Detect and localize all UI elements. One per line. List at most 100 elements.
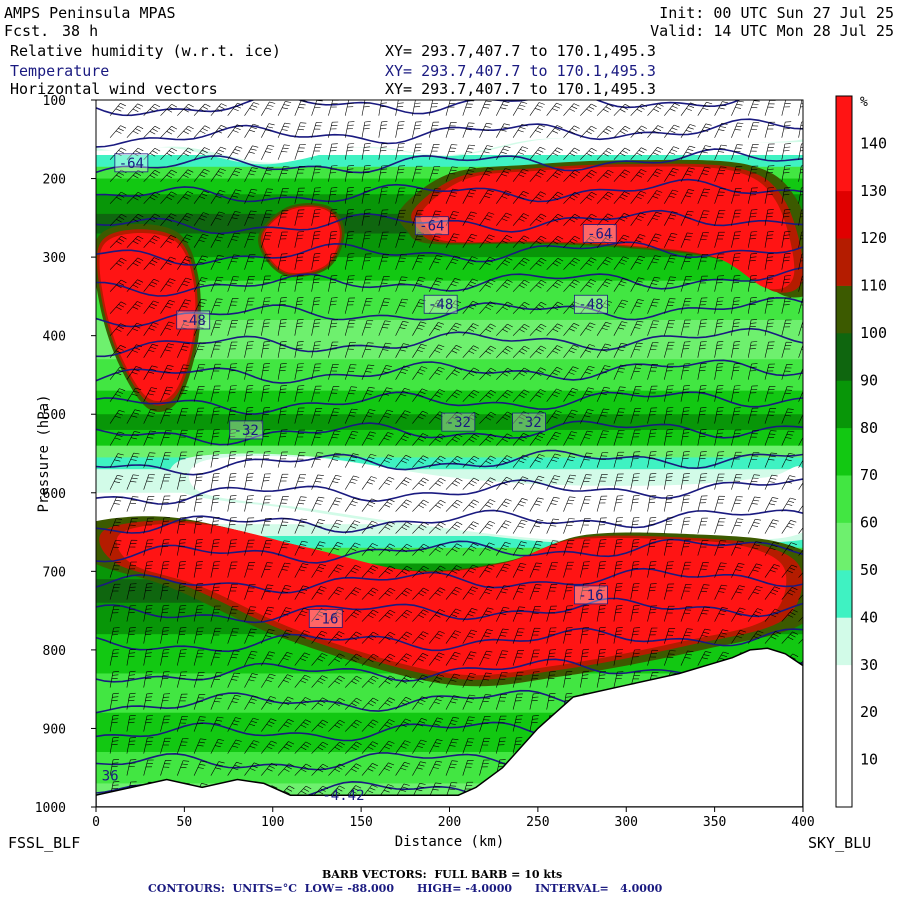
wind-barb-flag (351, 746, 357, 751)
wind-barb-flag (450, 169, 457, 171)
wind-barb (428, 587, 441, 600)
wind-barb-flag (402, 743, 409, 746)
wind-barb-flag (253, 102, 260, 105)
wind-barb-flag (403, 524, 410, 528)
wind-barb (664, 103, 675, 116)
wind-barb-flag (423, 499, 429, 504)
wind-barb-flag (116, 219, 122, 223)
wind-barb (563, 496, 570, 512)
wind-barb-flag (196, 542, 203, 544)
wind-barb-flag (216, 236, 223, 239)
wind-barb-flag (267, 606, 274, 609)
wind-barb (378, 697, 390, 710)
wind-barb-flag (437, 391, 443, 395)
wind-barb-flag (584, 393, 591, 396)
wind-barb-flag (384, 702, 391, 706)
wind-barb (294, 741, 306, 754)
wind-barb (126, 409, 136, 424)
wind-barb-flag (229, 479, 236, 482)
wind-barb-flag (634, 305, 641, 308)
wind-barb-flag (121, 257, 127, 262)
wind-barb-flag (649, 568, 656, 570)
wind-barb-flag (347, 190, 354, 192)
wind-barb-flag (588, 106, 595, 110)
wind-barb-flag (433, 261, 440, 264)
wind-barb (177, 627, 181, 644)
wind-barb-flag (555, 238, 561, 242)
wind-barb-flag (470, 523, 477, 528)
wind-barb-flag (214, 283, 221, 285)
wind-barb-flag (586, 368, 593, 372)
wind-barb (596, 583, 601, 600)
wind-barb (344, 741, 357, 754)
wind-barb-flag (137, 279, 144, 283)
wind-barb-flag (247, 635, 254, 637)
wind-barb (580, 540, 585, 556)
wind-barb-flag (637, 258, 644, 261)
wind-barb-flag (654, 193, 661, 196)
wind-barb (143, 605, 147, 622)
wind-barb-flag (280, 344, 287, 346)
wind-barb (613, 299, 623, 314)
wind-barb-flag (504, 123, 510, 126)
wind-barb-flag (615, 608, 623, 610)
wind-barb (479, 145, 488, 160)
wind-barb-flag (449, 766, 456, 769)
wind-barb-flag (522, 476, 529, 480)
wind-barb-flag (162, 542, 169, 544)
wind-barb-flag (605, 106, 612, 110)
wind-barb-flag (264, 591, 271, 593)
wind-barb (177, 321, 185, 336)
wind-barb-flag (605, 321, 612, 325)
wind-barb (479, 542, 490, 556)
wind-barb-flag (422, 674, 428, 678)
wind-barb-flag (503, 501, 510, 505)
wind-barb-flag (120, 345, 126, 348)
wind-barb (428, 166, 435, 182)
wind-barb (277, 297, 282, 314)
wind-barb (395, 762, 405, 776)
wind-barb-flag (350, 592, 357, 596)
wind-barb-flag (635, 261, 642, 264)
wind-barb-flag (148, 455, 155, 457)
wind-barb-flag (303, 630, 310, 633)
wind-barb-flag (231, 195, 238, 198)
wind-barb-flag (487, 348, 494, 352)
wind-barb-flag (350, 503, 356, 507)
wind-barb-flag (179, 542, 186, 544)
wind-barb-flag (435, 210, 442, 212)
wind-barb-flag (297, 256, 304, 258)
wind-barb-flag (112, 671, 120, 673)
isotherm-line (96, 178, 803, 203)
wind-barb-flag (212, 501, 219, 504)
wind-barb-flag (471, 233, 478, 237)
wind-barb-flag (603, 324, 610, 328)
wind-barb (378, 387, 387, 402)
wind-barb-flag (554, 105, 561, 109)
wind-barb-flag (287, 696, 294, 700)
wind-barb-flag (248, 235, 255, 237)
wind-barb-flag (456, 455, 463, 460)
wind-barb-flag (616, 520, 623, 522)
wind-barb-flag (451, 328, 458, 332)
wind-barb-flag (624, 169, 631, 173)
wind-barb-flag (400, 724, 407, 727)
wind-barb (395, 631, 407, 644)
wind-barb (361, 498, 372, 512)
wind-barb (126, 540, 132, 556)
wind-barb-flag (520, 435, 527, 439)
wind-barb (193, 125, 205, 138)
wind-barb-flag (519, 606, 526, 608)
wind-barb-flag (389, 719, 395, 723)
wind-barb-flag (632, 612, 639, 614)
wind-barb-flag (313, 282, 320, 284)
wind-barb-flag (466, 195, 473, 198)
wind-barb-flag (245, 392, 253, 394)
wind-barb-flag (385, 412, 392, 415)
wind-barb (395, 477, 407, 490)
wind-barb-flag (517, 547, 524, 550)
wind-barb-flag (154, 103, 161, 108)
wind-barb (261, 254, 266, 270)
wind-barb-flag (416, 235, 423, 237)
wind-barb-flag (349, 459, 356, 462)
